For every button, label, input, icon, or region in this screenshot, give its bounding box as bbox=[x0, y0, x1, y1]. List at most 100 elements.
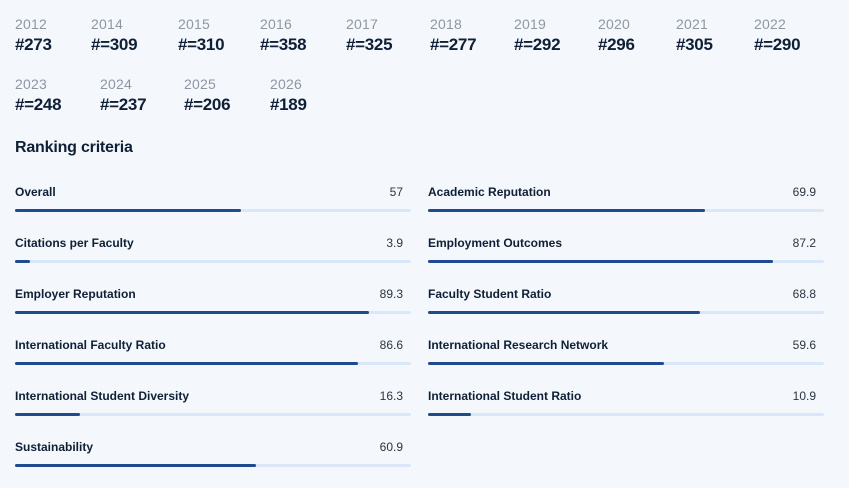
rank-value: #=290 bbox=[754, 35, 801, 54]
score-bar-track bbox=[15, 311, 411, 314]
year-label: 2023 bbox=[15, 76, 47, 92]
rank-value: #296 bbox=[598, 35, 635, 54]
year-label: 2012 bbox=[15, 16, 47, 32]
rank-value: #273 bbox=[15, 35, 52, 54]
year-ranking-item: 2018 #=277 bbox=[430, 15, 514, 75]
criterion-score: 3.9 bbox=[386, 236, 403, 250]
year-row: 2023 #=248 2024 #=237 2025 #=206 2026 #189 bbox=[15, 75, 845, 135]
score-bar-fill bbox=[428, 311, 701, 314]
score-bar-track bbox=[15, 413, 411, 416]
rank-value: #=358 bbox=[260, 35, 307, 54]
criterion-header: Sustainability 60.9 bbox=[15, 437, 411, 457]
score-bar-track bbox=[428, 209, 824, 212]
score-bar-fill bbox=[15, 260, 31, 263]
year-ranking-item: 2015 #=310 bbox=[178, 15, 260, 75]
criterion-score: 16.3 bbox=[379, 389, 403, 403]
criterion-header: International Student Ratio 10.9 bbox=[428, 386, 824, 406]
year-label: 2020 bbox=[598, 16, 630, 32]
criterion-item: Academic Reputation 69.9 bbox=[428, 182, 824, 233]
criterion-item: Sustainability 60.9 bbox=[15, 437, 411, 488]
criterion-score: 10.9 bbox=[792, 389, 816, 403]
score-bar-fill bbox=[428, 413, 472, 416]
rank-value: #=277 bbox=[430, 35, 477, 54]
score-bar-track bbox=[15, 209, 411, 212]
year-label: 2016 bbox=[260, 16, 292, 32]
year-ranking-item: 2016 #=358 bbox=[260, 15, 346, 75]
score-bar-fill bbox=[428, 260, 774, 263]
criterion-score: 89.3 bbox=[379, 287, 403, 301]
criterion-item: International Student Diversity 16.3 bbox=[15, 386, 411, 437]
criterion-name: Employment Outcomes bbox=[428, 236, 563, 250]
rank-value: #189 bbox=[270, 95, 307, 114]
criterion-name: Faculty Student Ratio bbox=[428, 287, 552, 301]
score-bar-fill bbox=[15, 362, 358, 365]
rank-value: #=237 bbox=[100, 95, 147, 114]
year-label: 2022 bbox=[754, 16, 786, 32]
criterion-name: Citations per Faculty bbox=[15, 236, 134, 250]
criterion-score: 69.9 bbox=[792, 185, 816, 199]
score-bar-fill bbox=[15, 413, 80, 416]
criterion-item: Employment Outcomes 87.2 bbox=[428, 233, 824, 284]
year-ranking-item: 2024 #=237 bbox=[100, 75, 184, 135]
score-bar-track bbox=[428, 362, 824, 365]
criterion-item: International Research Network 59.6 bbox=[428, 335, 824, 386]
criterion-header: Faculty Student Ratio 68.8 bbox=[428, 284, 824, 304]
criterion-header: Overall 57 bbox=[15, 182, 411, 202]
criterion-name: Academic Reputation bbox=[428, 185, 551, 199]
year-label: 2025 bbox=[184, 76, 216, 92]
criterion-name: International Research Network bbox=[428, 338, 609, 352]
criterion-header: International Student Diversity 16.3 bbox=[15, 386, 411, 406]
score-bar-fill bbox=[15, 311, 369, 314]
criterion-item: Citations per Faculty 3.9 bbox=[15, 233, 411, 284]
ranking-criteria-title: Ranking criteria bbox=[15, 139, 133, 156]
criterion-score: 57 bbox=[389, 185, 403, 199]
score-bar-fill bbox=[15, 464, 257, 467]
score-bar-fill bbox=[428, 362, 665, 365]
criterion-item: Overall 57 bbox=[15, 182, 411, 233]
criterion-header: Citations per Faculty 3.9 bbox=[15, 233, 411, 253]
year-ranking-item: 2025 #=206 bbox=[184, 75, 270, 135]
year-ranking-item: 2020 #296 bbox=[598, 15, 676, 75]
year-ranking-item: 2021 #305 bbox=[676, 15, 754, 75]
rank-value: #=325 bbox=[346, 35, 393, 54]
criterion-header: Academic Reputation 69.9 bbox=[428, 182, 824, 202]
year-label: 2026 bbox=[270, 76, 302, 92]
criterion-header: International Research Network 59.6 bbox=[428, 335, 824, 355]
rank-value: #=248 bbox=[15, 95, 62, 114]
score-bar-track bbox=[15, 362, 411, 365]
yearly-rankings: 2012 #273 2014 #=309 2015 #=310 2016 #=358 2017 #… bbox=[15, 15, 845, 135]
criteria-list: Overall 57 Academic Reputation 69.9 Citation… bbox=[15, 182, 825, 488]
criterion-name: Overall bbox=[15, 185, 56, 199]
criterion-header: Employment Outcomes 87.2 bbox=[428, 233, 824, 253]
year-label: 2019 bbox=[514, 16, 546, 32]
score-bar-track bbox=[428, 260, 824, 263]
score-bar-fill bbox=[428, 209, 705, 212]
criterion-item: Faculty Student Ratio 68.8 bbox=[428, 284, 824, 335]
criterion-header: Employer Reputation 89.3 bbox=[15, 284, 411, 304]
year-ranking-item: 2012 #273 bbox=[15, 15, 91, 75]
year-label: 2015 bbox=[178, 16, 210, 32]
year-label: 2014 bbox=[91, 16, 123, 32]
criterion-score: 87.2 bbox=[792, 236, 816, 250]
score-bar-track bbox=[428, 413, 824, 416]
score-bar-track bbox=[428, 311, 824, 314]
year-ranking-item: 2023 #=248 bbox=[15, 75, 100, 135]
year-ranking-item: 2014 #=309 bbox=[91, 15, 178, 75]
score-bar-fill bbox=[15, 209, 241, 212]
criterion-score: 60.9 bbox=[379, 440, 403, 454]
year-label: 2024 bbox=[100, 76, 132, 92]
criterion-name: Sustainability bbox=[15, 440, 94, 454]
year-label: 2017 bbox=[346, 16, 378, 32]
score-bar-track bbox=[15, 260, 411, 263]
criterion-name: International Faculty Ratio bbox=[15, 338, 166, 352]
criterion-name: Employer Reputation bbox=[15, 287, 136, 301]
score-bar-track bbox=[15, 464, 411, 467]
criterion-name: International Student Ratio bbox=[428, 389, 582, 403]
rank-value: #305 bbox=[676, 35, 713, 54]
criterion-score: 59.6 bbox=[792, 338, 816, 352]
criterion-item: Employer Reputation 89.3 bbox=[15, 284, 411, 335]
criterion-item: International Faculty Ratio 86.6 bbox=[15, 335, 411, 386]
criterion-score: 68.8 bbox=[792, 287, 816, 301]
criterion-score: 86.6 bbox=[379, 338, 403, 352]
criterion-item: International Student Ratio 10.9 bbox=[428, 386, 824, 437]
